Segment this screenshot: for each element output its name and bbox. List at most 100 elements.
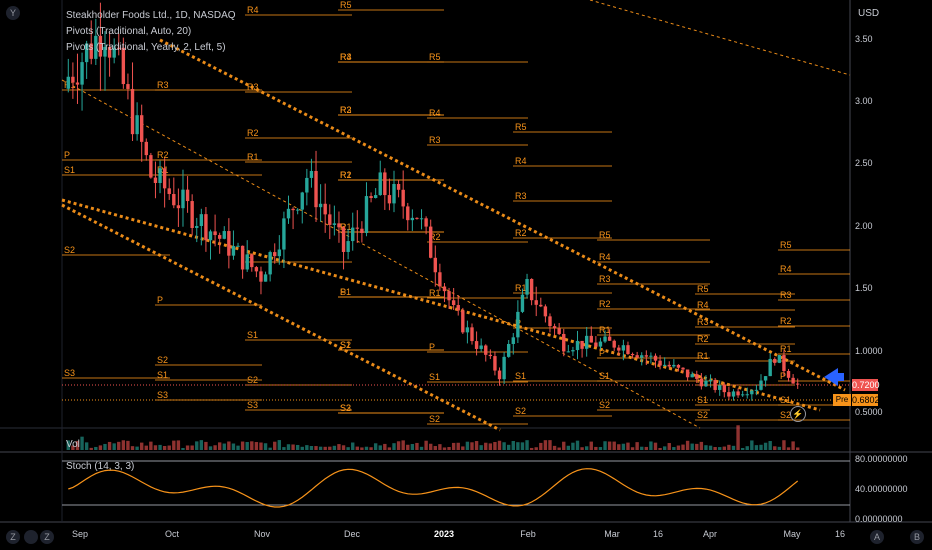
volume-bar — [745, 446, 749, 450]
volume-bar — [176, 440, 181, 450]
volume-bar — [387, 447, 392, 450]
candle-body — [245, 254, 249, 270]
scroll-to-realtime-icon[interactable] — [824, 368, 838, 386]
candle-body — [474, 341, 479, 349]
pivot-level-label: P — [64, 150, 70, 160]
candle-body — [543, 306, 548, 317]
volume-bar — [103, 443, 107, 450]
volume-bar — [295, 444, 300, 450]
price-tick-label: 3.00 — [855, 96, 873, 106]
volume-bar — [208, 446, 213, 450]
settings-b-icon[interactable]: B — [910, 530, 924, 544]
volume-bar — [594, 446, 598, 450]
time-tick-label: May — [783, 529, 801, 539]
candle-body — [727, 392, 731, 397]
candle-body — [250, 254, 254, 268]
candle-body — [672, 364, 676, 367]
left-y-icon[interactable]: Y — [6, 6, 20, 20]
volume-bar — [644, 446, 649, 450]
candle-body — [89, 43, 93, 59]
pivot-level-label: S1 — [429, 372, 440, 382]
pivot-level-label: R2 — [697, 334, 709, 344]
volume-bar — [144, 445, 148, 450]
candle-body — [195, 225, 199, 228]
volume-bar — [507, 444, 511, 450]
volume-bar — [378, 445, 382, 450]
left-circle-icon[interactable] — [24, 530, 38, 544]
lightning-icon[interactable]: ⚡ — [790, 406, 806, 422]
pivot-level-label: R1 — [599, 325, 611, 335]
candle-body — [273, 252, 277, 257]
candle-body — [695, 374, 699, 379]
candle-body — [172, 194, 176, 206]
volume-bar — [433, 446, 437, 450]
volume-label[interactable]: Vol — [66, 439, 80, 450]
scroll-to-realtime-tail[interactable] — [836, 373, 844, 381]
candle-body — [149, 155, 153, 178]
pivot-level-label: R5 — [697, 284, 709, 294]
candle-body — [745, 394, 749, 396]
price-tick-label: 2.00 — [855, 221, 873, 231]
volume-bar — [451, 442, 456, 450]
volume-bar — [653, 442, 658, 450]
time-tick-label: Apr — [703, 529, 717, 539]
volume-bar — [126, 440, 130, 450]
volume-bar — [796, 447, 800, 450]
candle-body — [456, 305, 460, 311]
stoch-line — [68, 468, 799, 508]
volume-bar — [149, 441, 153, 450]
volume-bar — [640, 446, 644, 450]
pivot-level-label: P — [340, 222, 346, 232]
candle-body — [773, 358, 777, 363]
candle-body — [383, 172, 387, 196]
volume-bar — [94, 446, 98, 450]
volume-bar — [699, 441, 704, 450]
auto-scale-icon[interactable]: A — [870, 530, 884, 544]
volume-bar — [438, 444, 442, 450]
candle-body — [603, 336, 607, 342]
pivot-level-label: R3 — [340, 105, 352, 115]
candle-body — [442, 286, 447, 292]
candle-body — [571, 350, 575, 352]
candle-body — [144, 141, 148, 156]
left-z2-icon[interactable]: Z — [40, 530, 54, 544]
candle-body — [309, 171, 314, 178]
pivots-auto-legend[interactable]: Pivots (Traditional, Auto, 20) — [66, 26, 192, 37]
pivot-level-label: R1 — [697, 351, 709, 361]
pivot-level-label: P — [429, 342, 435, 352]
pivot-level-label: R1 — [340, 222, 352, 232]
candle-body — [479, 345, 483, 349]
volume-bar — [130, 446, 135, 450]
candle-body — [71, 76, 75, 83]
pivot-level-label: R4 — [340, 52, 352, 62]
volume-bar — [286, 444, 291, 450]
time-tick-label: Mar — [604, 529, 620, 539]
pivot-level-label: S1 — [340, 340, 351, 350]
pivot-level-label: R3 — [429, 135, 441, 145]
volume-bar — [158, 444, 162, 450]
volume-bar — [750, 440, 754, 450]
candle-body — [534, 300, 538, 305]
thin-channel-line — [61, 79, 701, 429]
pivot-level-label: R4 — [697, 300, 709, 310]
candle-body — [121, 47, 126, 85]
pivot-level-label: S2 — [157, 355, 168, 365]
symbol-title[interactable]: Steakholder Foods Ltd., 1D, NASDAQ — [66, 10, 236, 21]
candle-body — [617, 347, 621, 351]
volume-bar — [337, 444, 341, 450]
candle-body — [722, 385, 726, 393]
pivots-yearly-legend[interactable]: Pivots (Traditional, Yearly, 2, Left, 5) — [66, 42, 226, 53]
pivot-level-label: R1 — [515, 283, 527, 293]
candle-body — [488, 354, 493, 357]
left-z-icon[interactable]: Z — [6, 530, 20, 544]
candle-body — [208, 231, 213, 241]
volume-bar — [777, 446, 782, 450]
candle-body — [470, 327, 474, 342]
stoch-label[interactable]: Stoch (14, 3, 3) — [66, 461, 135, 472]
candle-body — [369, 196, 373, 199]
candle-body — [708, 380, 713, 382]
volume-bar — [768, 441, 772, 450]
candle-body — [754, 389, 759, 391]
